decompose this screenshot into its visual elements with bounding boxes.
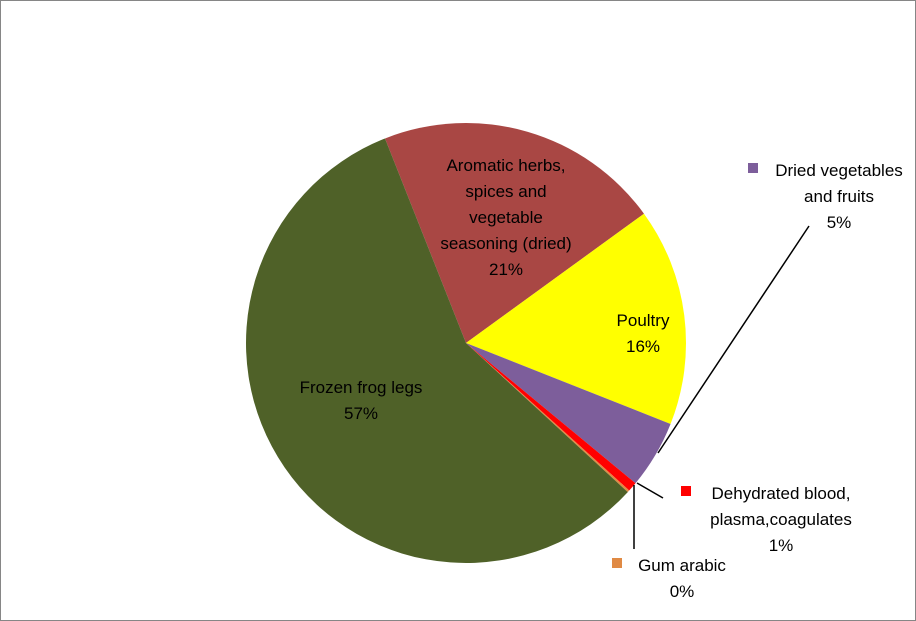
data-label-poultry: Poultry 16%	[617, 311, 670, 356]
data-label-frozen-frog-legs: Frozen frog legs 57%	[300, 378, 423, 423]
pie-slice-dehydrated-blood-plasma-coagulates	[466, 343, 636, 491]
legend-key-dehydrated-blood-plasma-coagulates	[681, 486, 691, 496]
legend-key-gum-arabic	[612, 558, 622, 568]
data-label-dried-vegetables-and-fruits: Dried vegetables and fruits 5%	[775, 161, 903, 232]
leader-line-dried-vegetables-and-fruits	[657, 225, 810, 454]
legend-key-dried-vegetables-and-fruits	[748, 163, 758, 173]
pie-slice-poultry	[466, 213, 686, 424]
pie-slice-gum-arabic	[466, 343, 630, 493]
leader-line-dehydrated-blood-plasma-coagulates	[636, 482, 664, 499]
data-label-dehydrated-blood-plasma-coagulates: Dehydrated blood, plasma,coagulates 1%	[710, 484, 852, 555]
data-label-aromatic-herbs-spices-and-vegetable-seasoning-dried: Aromatic herbs, spices and vegetable season…	[440, 156, 571, 279]
pie-slice-dried-vegetables-and-fruits	[466, 343, 671, 484]
pie-slice-aromatic-herbs-spices-and-vegetable-seasoning-dried	[385, 123, 644, 343]
pie-slice-frozen-frog-legs	[246, 138, 628, 563]
data-label-gum-arabic: Gum arabic 0%	[638, 556, 726, 601]
